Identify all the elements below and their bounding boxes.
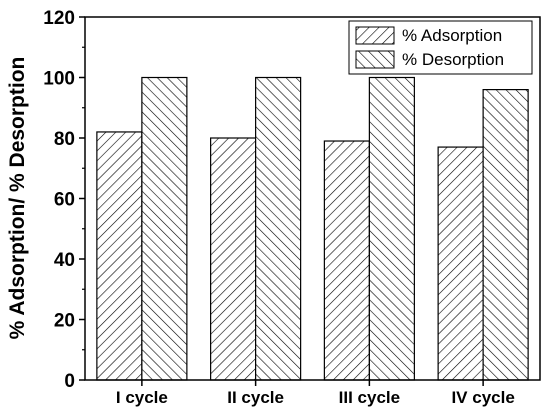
y-tick-label: 100 [43,69,75,90]
legend-label: % Adsorption [402,26,502,45]
y-tick-label: 120 [43,8,75,29]
bar-desorption-1 [141,76,188,381]
bars-group [96,76,529,381]
y-tick-label: 80 [54,129,75,150]
y-tick-label: 60 [54,190,75,211]
bar-desorption-2 [255,76,302,381]
y-tick-label: 0 [64,371,75,392]
x-tick-label: I cycle [116,388,168,407]
x-tick-label: II cycle [227,388,284,407]
bar-desorption-4 [482,88,529,381]
legend: % Adsorption % Desorption [348,20,533,75]
legend-swatch-desorption [355,50,395,69]
bar-adsorption-1 [96,131,143,381]
x-tick-label: IV cycle [451,388,514,407]
bar-desorption-3 [368,76,415,381]
legend-label: % Desorption [402,50,504,69]
y-tick-label: 40 [54,250,75,271]
labels-group: I cycle II cycle III cycle IV cycle 0 20 40 60 8… [43,8,514,407]
bar-adsorption-2 [210,137,257,381]
y-tick-label: 20 [54,311,75,332]
bar-adsorption-4 [437,146,484,381]
y-axis-title: % Adsorption/ % Desorption [6,57,29,340]
legend-swatch-adsorption [355,26,395,45]
plot-frame [84,16,541,381]
bar-adsorption-3 [323,140,370,381]
x-tick-label: III cycle [339,388,400,407]
